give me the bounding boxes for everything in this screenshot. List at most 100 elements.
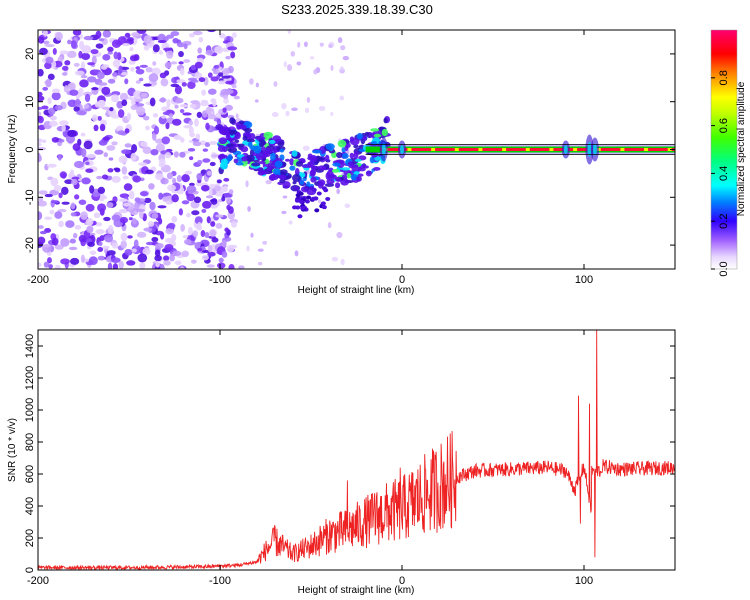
noise-blob — [181, 174, 190, 183]
noise-blob — [142, 146, 152, 155]
ridge-blob — [297, 214, 303, 219]
noise-blob — [188, 33, 195, 38]
noise-blob — [202, 158, 211, 163]
spectrogram-ytick-label: 0 — [24, 146, 36, 152]
noise-blob — [230, 51, 236, 59]
ridge-blob — [289, 158, 294, 166]
noise-blob — [98, 85, 103, 91]
noise-blob — [69, 89, 79, 96]
noise-blob — [60, 258, 70, 265]
noise-blob — [309, 56, 315, 60]
noise-blob — [67, 129, 77, 138]
noise-blob — [111, 94, 119, 103]
noise-blob — [166, 99, 171, 108]
noise-blob — [174, 260, 182, 266]
noise-blob — [209, 161, 216, 167]
line-segment — [502, 148, 507, 151]
noise-blob — [173, 151, 179, 158]
noise-blob — [95, 43, 104, 49]
noise-blob — [184, 170, 193, 175]
noise-blob — [61, 201, 70, 205]
colorbar-tick-label: 0.6 — [718, 118, 730, 133]
snr-series-line — [38, 330, 675, 570]
ridge-blob — [225, 127, 230, 136]
noise-blob — [81, 177, 91, 185]
noise-blob — [224, 227, 230, 233]
noise-blob — [145, 169, 154, 175]
noise-blob — [42, 244, 51, 248]
noise-blob — [127, 96, 134, 101]
noise-blob — [176, 79, 186, 84]
noise-blob — [290, 50, 296, 57]
ridge-blob — [273, 168, 281, 175]
line-segment — [573, 148, 578, 151]
noise-blob — [228, 189, 234, 195]
noise-blob — [155, 260, 160, 268]
ridge-blob — [270, 153, 276, 162]
noise-blob — [38, 95, 45, 102]
noise-blob — [124, 128, 130, 134]
noise-blob — [214, 185, 222, 192]
noise-blob — [178, 50, 184, 58]
noise-blob — [166, 49, 174, 59]
noise-blob — [210, 204, 218, 209]
noise-blob — [216, 262, 226, 269]
noise-blob — [174, 85, 183, 95]
snr-ylabel: SNR (10 * v/v) — [7, 418, 18, 482]
noise-blob — [90, 49, 99, 55]
ridge-blob — [356, 175, 362, 182]
noise-blob — [186, 193, 195, 202]
noise-blob — [226, 244, 235, 253]
noise-blob — [48, 264, 53, 269]
noise-blob — [69, 169, 75, 177]
noise-blob — [74, 194, 80, 200]
noise-blob — [331, 256, 338, 262]
ridge-blob — [383, 117, 388, 124]
noise-blob — [130, 98, 136, 106]
noise-blob — [193, 196, 202, 204]
noise-blob — [215, 214, 224, 218]
noise-blob — [265, 180, 272, 185]
noise-blob — [297, 41, 301, 48]
line-bump — [587, 142, 592, 157]
noise-blob — [179, 67, 185, 76]
noise-blob — [288, 220, 293, 225]
noise-blob — [117, 130, 126, 136]
noise-blob — [337, 37, 343, 44]
noise-blob — [206, 216, 211, 224]
noise-blob — [213, 65, 220, 69]
colorbar-tick-label: 0.4 — [718, 166, 730, 181]
ridge-blob — [282, 181, 291, 189]
noise-blob — [68, 246, 78, 251]
ridge-blob — [353, 144, 359, 149]
colorbar-tick-label: 0.0 — [718, 261, 730, 276]
ridge-blob — [298, 191, 304, 196]
ridge-blob — [237, 124, 247, 130]
noise-blob — [330, 65, 334, 71]
noise-blob — [144, 197, 152, 204]
ridge-blob — [349, 152, 355, 159]
ridge-blob — [306, 195, 312, 200]
noise-blob — [191, 210, 200, 216]
noise-blob — [153, 125, 160, 135]
noise-blob — [201, 255, 209, 261]
noise-blob — [124, 78, 129, 85]
ridge-blob — [226, 143, 235, 148]
noise-blob — [281, 102, 287, 110]
noise-blob — [208, 141, 218, 145]
noise-blob — [96, 175, 103, 180]
noise-blob — [129, 47, 134, 52]
noise-blob — [176, 175, 183, 183]
noise-blob — [58, 120, 69, 126]
noise-blob — [190, 100, 200, 104]
noise-blob — [58, 220, 64, 228]
ridge-blob — [334, 182, 341, 189]
noise-blob — [80, 211, 88, 220]
noise-blob — [148, 183, 155, 190]
noise-blob — [64, 60, 71, 66]
noise-blob — [171, 215, 178, 223]
noise-blob — [151, 213, 159, 219]
noise-blob — [170, 31, 180, 37]
noise-blob — [246, 245, 250, 252]
noise-blob — [165, 122, 170, 130]
